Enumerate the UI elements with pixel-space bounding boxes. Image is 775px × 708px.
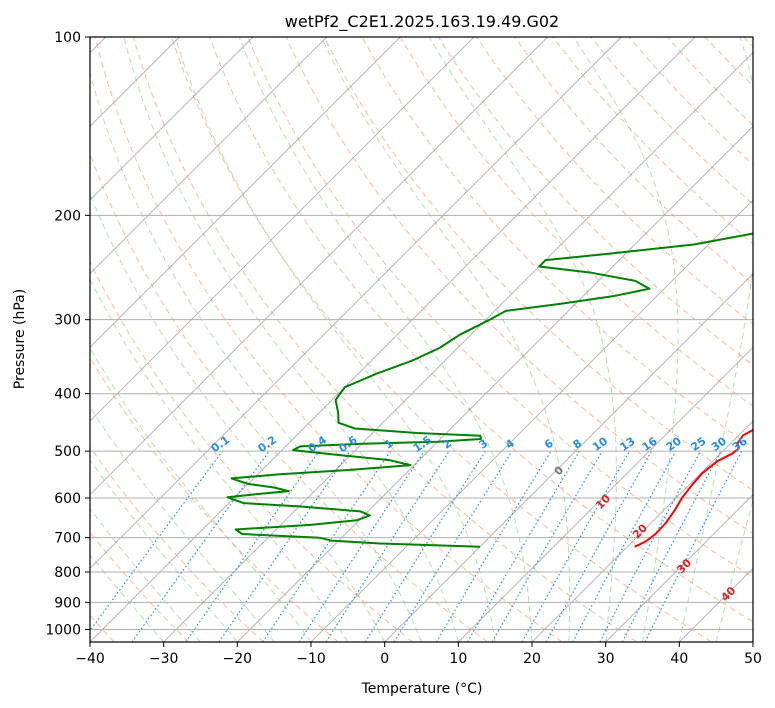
isotherm: [90, 37, 548, 496]
mixing-ratio-line: [393, 450, 513, 642]
x-tick-label: −40: [75, 651, 105, 667]
moist-adiabat: [90, 278, 349, 642]
dry-adiabat: [476, 37, 753, 325]
moist-adiabat: [320, 37, 571, 642]
dry-adiabat: [247, 37, 753, 578]
moist-adiabat: [428, 37, 617, 642]
isotherm: [163, 52, 753, 642]
y-tick-label: 600: [54, 491, 81, 507]
profile-lines: [226, 232, 753, 548]
moist-adiabat: [90, 70, 422, 642]
dry-adiabat: [323, 37, 753, 491]
x-tick-label: 20: [523, 651, 541, 667]
moist-adiabat: [90, 459, 238, 642]
x-tick-label: −20: [223, 651, 253, 667]
moist-adiabat: [715, 497, 753, 642]
y-tick-label: 400: [54, 387, 81, 403]
dry-adiabat: [90, 260, 414, 642]
x-tick-label: 10: [449, 651, 467, 667]
isotherm: [90, 37, 475, 422]
moist-adiabat: [238, 37, 533, 642]
isotherm: [90, 37, 327, 275]
dry-adiabat: [628, 37, 753, 166]
x-axis: −40 −30 −20 −10 0 10 20 30 40 50: [75, 642, 762, 667]
moist-adiabat: [90, 553, 165, 642]
plot-frame: [89, 36, 754, 643]
y-tick-label: 200: [54, 208, 81, 224]
dry-adiabat: [132, 37, 638, 642]
y-axis-title: Pressure (hPa): [12, 289, 28, 389]
mixing-ratio-line: [572, 450, 677, 642]
dry-adiabat: [209, 37, 753, 623]
mixing-ratio-line: [521, 450, 631, 642]
y-tick-label: 900: [54, 595, 81, 611]
x-tick-label: −30: [149, 651, 179, 667]
moist-adiabat: [572, 37, 679, 642]
moist-adiabat: [174, 37, 496, 642]
mixing-ratio-line: [131, 450, 270, 642]
dry-adiabat: [90, 446, 264, 642]
y-tick-label: 1000: [45, 622, 81, 638]
isotherm: [90, 37, 622, 569]
dewpoint-profile: [226, 232, 753, 548]
mixing-ratio-line: [185, 450, 320, 642]
y-tick-label: 100: [54, 30, 81, 46]
temperature-profile: [634, 428, 753, 548]
x-tick-label: −10: [296, 651, 326, 667]
isotherm: [90, 37, 401, 348]
moist-adiabat: [678, 37, 753, 642]
background-lines: [90, 37, 753, 642]
moist-adiabat: [90, 192, 386, 642]
mixing-ratio-line: [218, 450, 351, 642]
moist-adiabat: [90, 507, 201, 642]
isotherm: [458, 346, 753, 642]
isotherm: [310, 199, 753, 642]
chart-title: wetPf2_C2E1.2025.163.19.49.G02: [285, 12, 559, 32]
moist-adiabat: [90, 406, 275, 642]
isotherm: [605, 494, 753, 642]
isotherm: [90, 37, 696, 642]
y-tick-label: 800: [54, 565, 81, 581]
mixing-ratio-line: [325, 450, 450, 642]
y-tick-label: 300: [54, 313, 81, 329]
y-tick-label: 500: [54, 444, 81, 460]
mixing-ratio-line: [545, 450, 653, 642]
dry-adiabat: [514, 37, 753, 285]
y-axis: 100 200 300 400 500 600 700 800 900 1000: [45, 30, 90, 638]
grid-lines: [90, 37, 753, 630]
x-tick-label: 50: [744, 651, 762, 667]
mixing-ratio-line: [262, 450, 392, 642]
dry-adiabat: [399, 37, 753, 407]
y-tick-label: 700: [54, 531, 81, 547]
moist-adiabat: [123, 37, 459, 642]
isotherm: [384, 273, 753, 642]
isotherm: [531, 420, 753, 642]
mixing-ratio-line: [90, 450, 223, 632]
x-tick-label: 40: [670, 651, 688, 667]
x-tick-label: 30: [597, 651, 615, 667]
isotherm: [90, 37, 254, 201]
dry-adiabat: [94, 37, 563, 642]
mixing-ratio-line: [644, 450, 743, 642]
x-tick-label: 0: [380, 651, 389, 667]
x-axis-title: Temperature (°C): [361, 681, 483, 697]
mixing-ratio-line: [298, 450, 425, 642]
